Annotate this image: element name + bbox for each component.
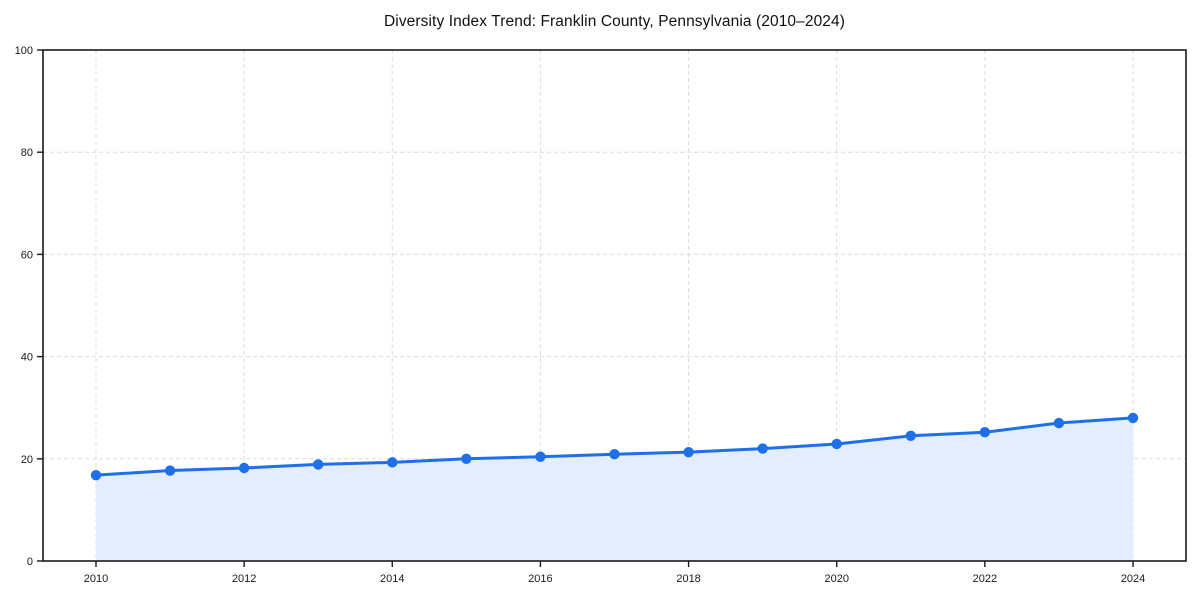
- data-point: [387, 457, 398, 468]
- data-point: [313, 459, 324, 470]
- data-point: [90, 469, 102, 481]
- x-tick-label: 2012: [232, 573, 256, 585]
- data-point: [535, 451, 546, 462]
- area-fill: [96, 417, 1133, 561]
- x-tick-label: 2024: [1121, 573, 1145, 585]
- data-point: [461, 453, 472, 464]
- data-point: [238, 462, 250, 474]
- data-point: [905, 430, 916, 442]
- data-point: [609, 449, 620, 460]
- y-tick-label: 80: [21, 147, 33, 159]
- chart-title: Diversity Index Trend: Franklin County, …: [383, 13, 845, 30]
- y-tick-label: 20: [21, 454, 33, 466]
- data-point: [1127, 412, 1139, 424]
- data-point: [164, 465, 176, 476]
- x-tick-label: 2020: [824, 573, 848, 585]
- x-tick-label: 2022: [973, 573, 997, 585]
- x-tick-label: 2010: [84, 573, 108, 585]
- x-tick-label: 2014: [380, 573, 404, 585]
- data-point: [683, 446, 694, 458]
- data-point: [979, 427, 991, 438]
- y-tick-label: 40: [21, 352, 33, 364]
- data-point: [1053, 417, 1065, 429]
- data-point: [757, 443, 768, 454]
- y-tick-label: 60: [21, 249, 33, 261]
- y-tick-label: 100: [15, 45, 33, 57]
- x-tick-label: 2016: [528, 573, 552, 585]
- data-point: [831, 438, 842, 450]
- y-tick-label: 0: [27, 556, 33, 568]
- x-tick-label: 2018: [676, 573, 700, 585]
- plot-border: [42, 49, 1187, 562]
